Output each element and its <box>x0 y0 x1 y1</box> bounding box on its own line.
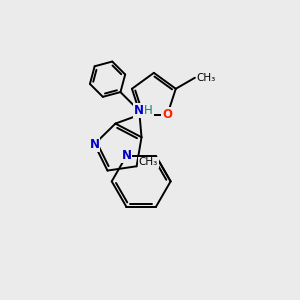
Text: N: N <box>122 149 131 162</box>
Text: CH₃: CH₃ <box>139 157 158 167</box>
Text: N: N <box>134 104 144 117</box>
Text: CH₃: CH₃ <box>196 73 216 83</box>
Text: H: H <box>144 104 153 117</box>
Text: O: O <box>162 108 172 121</box>
Text: N: N <box>89 138 99 151</box>
